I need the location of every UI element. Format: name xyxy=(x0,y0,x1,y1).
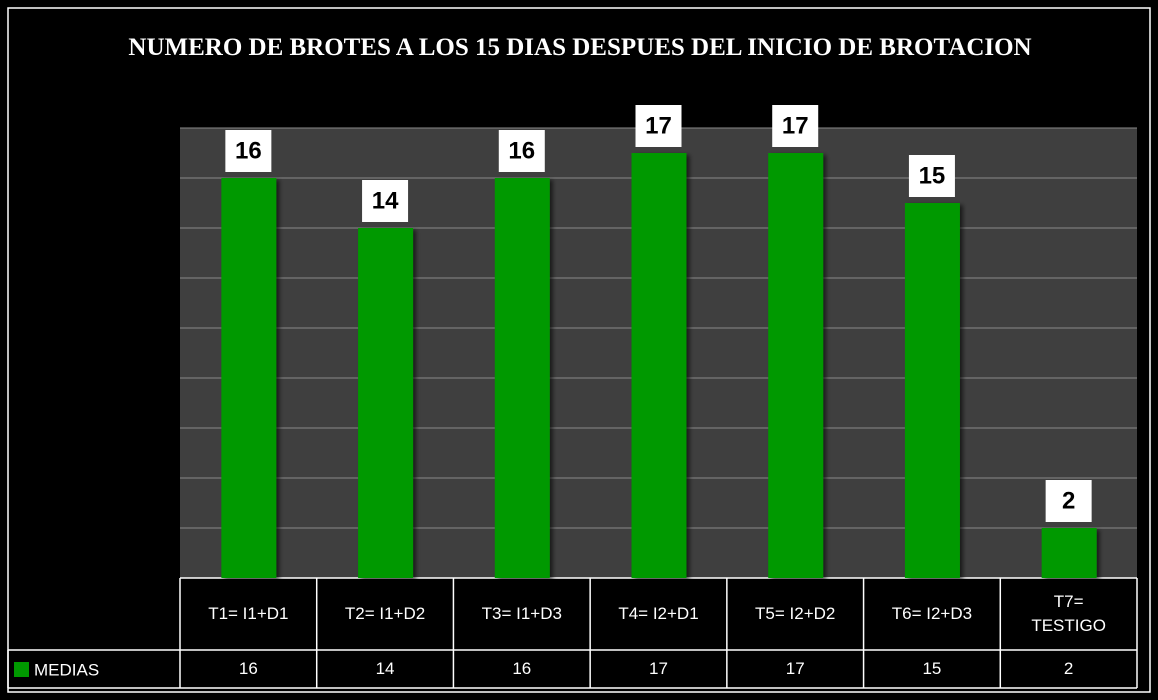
value-label: 17 xyxy=(782,113,809,140)
cell-box: 15 xyxy=(864,650,1001,688)
x-tick-label: T1= I1+D1 xyxy=(208,604,289,623)
cell-box: T6= I2+D3 xyxy=(864,578,1001,650)
table-cell: 17 xyxy=(590,650,727,688)
cell-box: T1= I1+D1 xyxy=(180,578,317,650)
x-tick-label: T4= I2+D1 xyxy=(618,604,699,623)
cell-box: T3= I1+D3 xyxy=(453,578,590,650)
x-tick-label: T2= I1+D2 xyxy=(344,604,426,623)
bar xyxy=(904,203,960,578)
cell-box: T7= TESTIGO xyxy=(1000,578,1137,650)
table-value: 17 xyxy=(785,659,805,678)
value-label: 2 xyxy=(1062,488,1075,515)
table-value: 14 xyxy=(375,659,395,678)
value-label-box xyxy=(1045,480,1092,522)
cell-box: 16 xyxy=(453,650,590,688)
x-tick-label: T3= I1+D3 xyxy=(481,604,562,623)
x-tick-label: T5= I2+D2 xyxy=(755,604,836,623)
cell-box: T2= I1+D2 xyxy=(317,578,454,650)
value-label: 17 xyxy=(645,113,672,140)
value-label-box xyxy=(225,130,272,172)
cell-box: 14 xyxy=(317,650,454,688)
cell-box: T5= I2+D2 xyxy=(727,578,864,650)
bar xyxy=(768,153,824,578)
table-value: 15 xyxy=(922,659,942,678)
cell-box: 2 xyxy=(1000,650,1137,688)
bar xyxy=(221,178,277,578)
bar xyxy=(358,228,414,578)
x-tick-label: T7= TESTIGO xyxy=(1031,592,1106,635)
table-value: 16 xyxy=(238,659,258,678)
chart-title: NUMERO DE BROTES A LOS 15 DIAS DESPUES D… xyxy=(128,34,1032,61)
table-value: 16 xyxy=(512,659,532,678)
cell-box: 17 xyxy=(590,650,727,688)
value-label-box xyxy=(362,180,409,222)
table-cell: T5= I2+D2 xyxy=(727,578,864,650)
table-cell: T7= TESTIGO xyxy=(1000,578,1137,650)
table-value: 17 xyxy=(649,659,668,678)
table-cell: T3= I1+D3 xyxy=(453,578,590,650)
table-cell: 14 xyxy=(317,650,454,688)
table-cell: 15 xyxy=(864,650,1001,688)
value-label: 15 xyxy=(919,163,946,190)
legend-label: MEDIAS xyxy=(34,661,99,680)
bar xyxy=(494,178,550,578)
value-label-box xyxy=(498,130,545,172)
value-label: 16 xyxy=(235,138,262,165)
title-box: NUMERO DE BROTES A LOS 15 DIAS DESPUES D… xyxy=(128,34,1032,61)
table-cell: T2= I1+D2 xyxy=(317,578,454,650)
x-tick-label: T6= I2+D3 xyxy=(891,604,973,623)
table-cell: 16 xyxy=(453,650,590,688)
table-cell: T4= I2+D1 xyxy=(590,578,727,650)
cell-box: 16 xyxy=(180,650,317,688)
cell-box: 17 xyxy=(727,650,864,688)
legend-key xyxy=(14,662,29,677)
table-value: 2 xyxy=(1063,659,1074,678)
cell-box: T4= I2+D1 xyxy=(590,578,727,650)
bar xyxy=(631,153,687,578)
table-cell: 17 xyxy=(727,650,864,688)
table-cell: T6= I2+D3 xyxy=(864,578,1001,650)
value-label: 16 xyxy=(508,138,535,165)
bar xyxy=(1041,528,1097,578)
table-cell: T1= I1+D1 xyxy=(180,578,317,650)
value-label-box xyxy=(635,105,682,147)
value-label: 14 xyxy=(372,188,399,215)
value-label-box xyxy=(772,105,819,147)
value-label-box xyxy=(908,155,955,197)
table-cell: 2 xyxy=(1000,650,1137,688)
table-cell: 16 xyxy=(180,650,317,688)
